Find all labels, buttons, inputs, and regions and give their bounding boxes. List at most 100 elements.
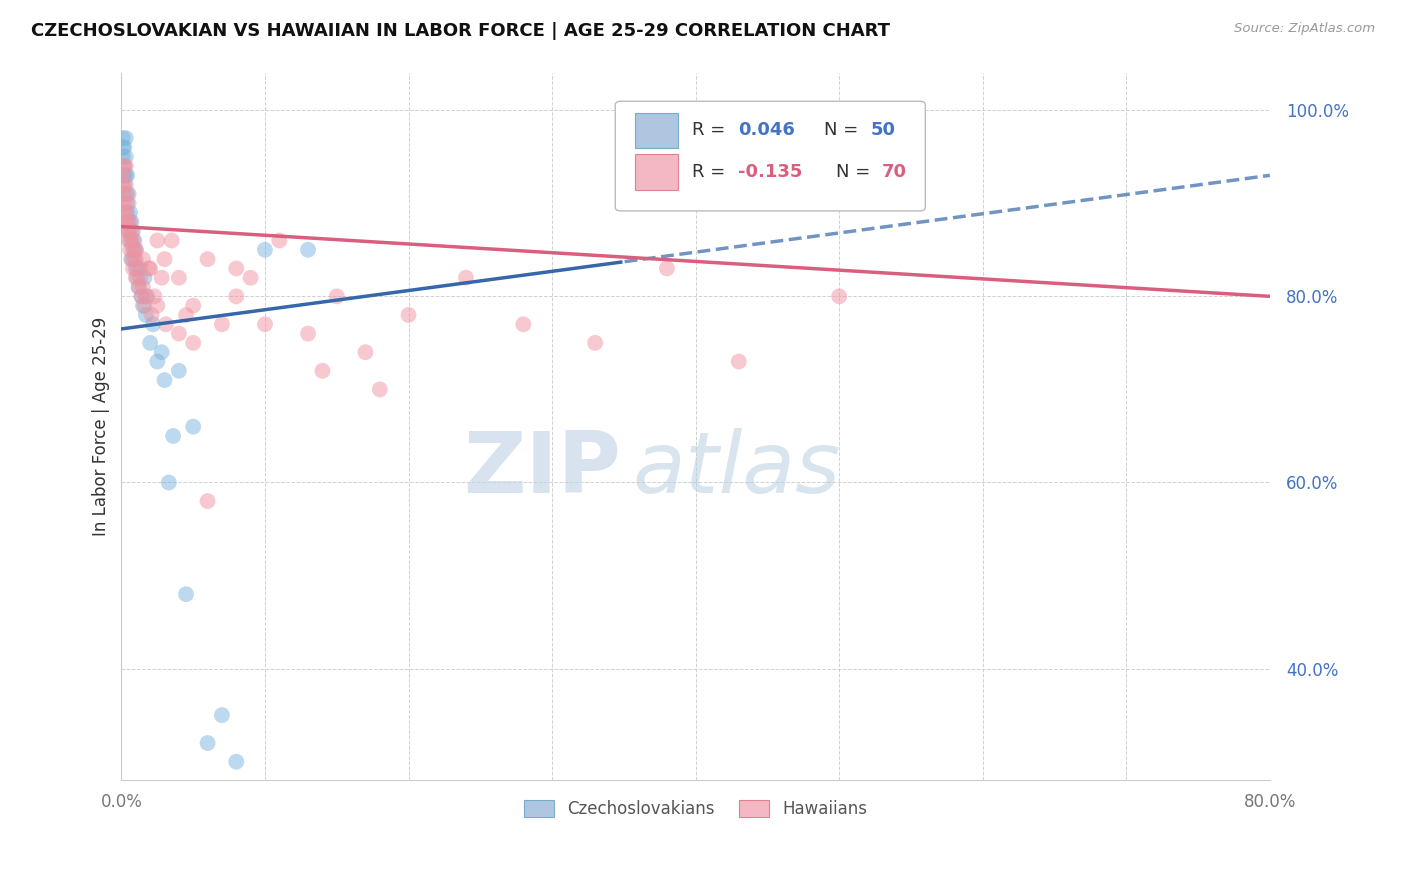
FancyBboxPatch shape xyxy=(634,154,679,190)
Point xyxy=(114,150,136,164)
Point xyxy=(117,224,139,238)
Point xyxy=(225,755,247,769)
Point xyxy=(155,318,177,332)
Point xyxy=(141,308,163,322)
Point xyxy=(828,289,851,303)
Point xyxy=(139,335,162,350)
Text: ZIP: ZIP xyxy=(463,427,621,510)
Point xyxy=(125,252,148,266)
Text: N =: N = xyxy=(824,121,865,139)
Point xyxy=(129,261,152,276)
Point xyxy=(134,299,156,313)
Point xyxy=(157,475,180,490)
Point xyxy=(132,252,155,266)
Point xyxy=(124,234,146,248)
Point xyxy=(114,159,136,173)
Point xyxy=(454,270,477,285)
Point xyxy=(118,234,141,248)
Point xyxy=(150,345,173,359)
Point xyxy=(121,215,143,229)
Point xyxy=(146,234,169,248)
Point xyxy=(128,280,150,294)
Point xyxy=(512,318,534,332)
Point xyxy=(111,131,134,145)
Point xyxy=(146,354,169,368)
Point xyxy=(297,243,319,257)
Point xyxy=(129,270,152,285)
Point xyxy=(143,289,166,303)
Point xyxy=(118,243,141,257)
Point xyxy=(125,243,148,257)
Point xyxy=(112,196,135,211)
Point xyxy=(121,252,143,266)
Point xyxy=(115,224,138,238)
Point xyxy=(117,234,139,248)
Y-axis label: In Labor Force | Age 25-29: In Labor Force | Age 25-29 xyxy=(93,317,110,536)
Point xyxy=(124,243,146,257)
Point xyxy=(117,215,139,229)
Point xyxy=(114,169,136,183)
Point xyxy=(297,326,319,341)
Text: -0.135: -0.135 xyxy=(738,163,803,181)
Point xyxy=(117,186,139,201)
Point xyxy=(142,318,165,332)
Point xyxy=(114,215,136,229)
Point xyxy=(181,335,204,350)
Point xyxy=(174,587,197,601)
Point xyxy=(727,354,749,368)
Point xyxy=(138,261,160,276)
Point xyxy=(127,270,149,285)
Point xyxy=(115,186,138,201)
Point xyxy=(211,708,233,723)
FancyBboxPatch shape xyxy=(616,102,925,211)
Point xyxy=(131,289,153,303)
Point xyxy=(167,326,190,341)
Point xyxy=(197,494,219,508)
Point xyxy=(174,308,197,322)
Point xyxy=(167,270,190,285)
Point xyxy=(111,178,134,192)
Point xyxy=(146,299,169,313)
Point xyxy=(583,335,606,350)
Point xyxy=(115,196,138,211)
Point xyxy=(225,289,247,303)
Point xyxy=(121,224,143,238)
Point xyxy=(150,270,173,285)
Point xyxy=(111,169,134,183)
Point xyxy=(115,205,138,219)
Point xyxy=(122,243,145,257)
Point xyxy=(111,186,134,201)
FancyBboxPatch shape xyxy=(634,112,679,148)
Point xyxy=(134,270,156,285)
Point xyxy=(112,205,135,219)
Point xyxy=(135,308,157,322)
Point xyxy=(225,261,247,276)
Point xyxy=(111,150,134,164)
Point xyxy=(181,419,204,434)
Point xyxy=(368,383,391,397)
Point xyxy=(118,215,141,229)
Point xyxy=(122,261,145,276)
Point xyxy=(354,345,377,359)
Point xyxy=(112,159,135,173)
Point xyxy=(269,234,291,248)
Point xyxy=(125,270,148,285)
Text: atlas: atlas xyxy=(633,427,841,510)
Point xyxy=(153,252,176,266)
Point xyxy=(136,289,159,303)
Point xyxy=(122,224,145,238)
Text: 50: 50 xyxy=(870,121,896,139)
Text: 70: 70 xyxy=(882,163,907,181)
Point xyxy=(112,178,135,192)
Point xyxy=(398,308,420,322)
Point xyxy=(121,252,143,266)
Point xyxy=(162,429,184,443)
Point xyxy=(181,299,204,313)
Point xyxy=(131,289,153,303)
Point xyxy=(125,261,148,276)
Point xyxy=(197,736,219,750)
Text: Source: ZipAtlas.com: Source: ZipAtlas.com xyxy=(1234,22,1375,36)
Point xyxy=(125,243,148,257)
Point xyxy=(253,318,276,332)
Text: N =: N = xyxy=(835,163,876,181)
